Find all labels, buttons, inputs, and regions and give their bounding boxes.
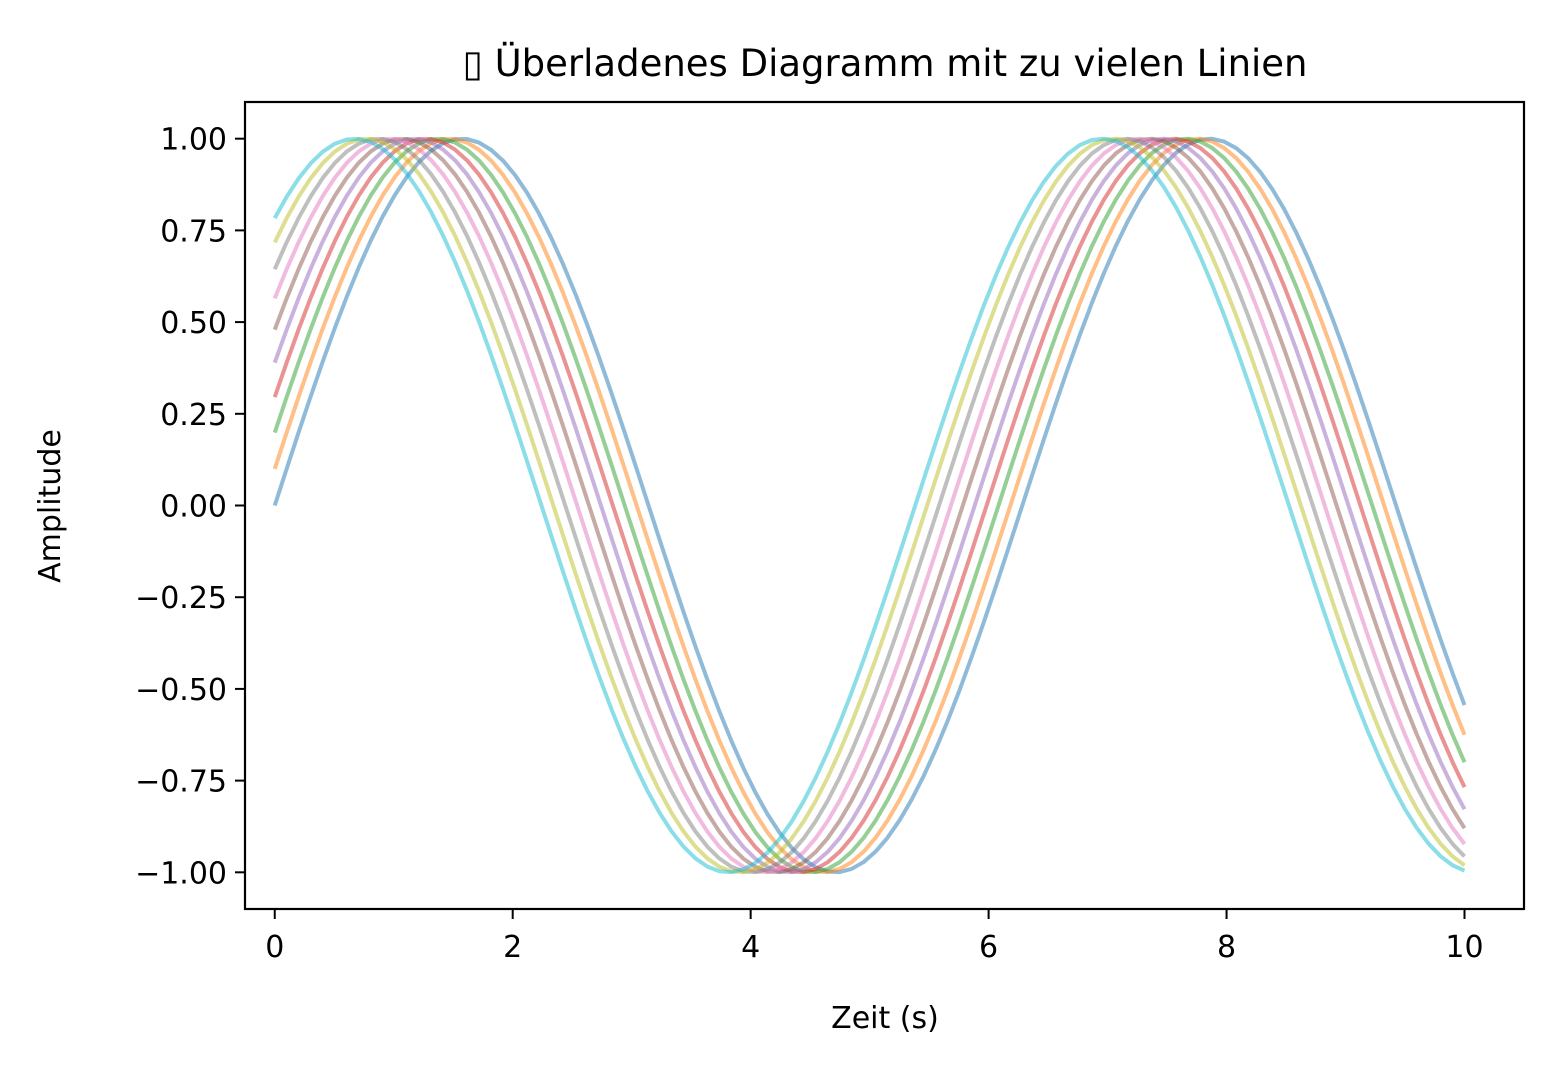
series-line-9 (272, 136, 1466, 875)
series-line-4 (272, 136, 1467, 875)
y-axis: 1.00 0.75 0.50 0.25 0.00 −0.25 −0.50 −0.75 −1.00 (135, 123, 245, 891)
series-line-5 (272, 136, 1467, 875)
y-tick-label: 0.00 (160, 490, 227, 525)
y-tick-label: 1.00 (160, 123, 227, 158)
series-line-7 (272, 136, 1466, 875)
x-tick-label: 4 (741, 930, 760, 965)
series-line-0 (272, 136, 1467, 875)
y-tick-label: −0.50 (135, 673, 227, 708)
y-tick-label: 0.25 (160, 398, 227, 433)
y-tick-label: 0.75 (160, 214, 227, 249)
x-axis-label: Zeit (s) (831, 1001, 939, 1036)
chart-title: ▯ Überladenes Diagramm mit zu vielen Lin… (462, 42, 1307, 85)
x-tick-label: 2 (503, 930, 522, 965)
x-tick-label: 8 (1217, 930, 1236, 965)
y-tick-label: −1.00 (135, 856, 227, 891)
series-group (272, 136, 1467, 875)
y-tick-label: 0.50 (160, 306, 227, 341)
series-line-3 (272, 136, 1467, 875)
y-tick-label: −0.75 (135, 765, 227, 800)
series-line-1 (272, 136, 1467, 875)
x-tick-label: 6 (979, 930, 998, 965)
y-tick-label: −0.25 (135, 581, 227, 616)
series-line-6 (272, 136, 1467, 875)
x-tick-label: 0 (265, 930, 284, 965)
series-line-2 (272, 136, 1467, 875)
x-tick-label: 10 (1445, 930, 1483, 965)
x-axis: 0 2 4 6 8 10 (265, 909, 1484, 965)
y-axis-label: Amplitude (33, 429, 68, 583)
series-line-8 (272, 136, 1466, 875)
